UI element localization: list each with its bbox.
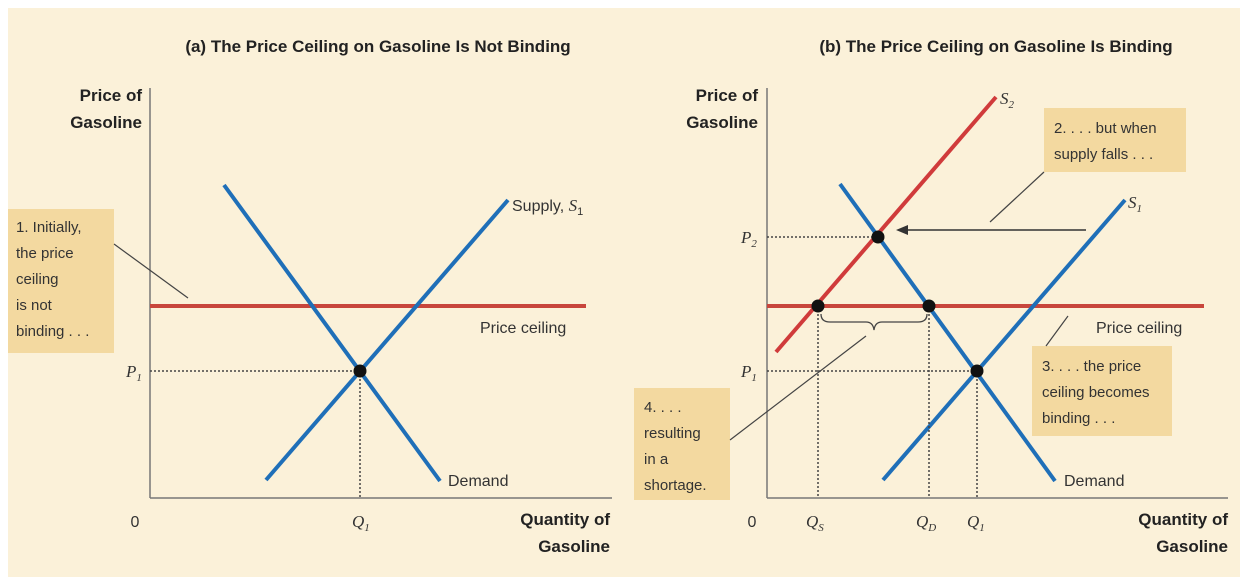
- panel-a-supply-curve: [264, 198, 510, 482]
- panel-a-demand-curve: [222, 183, 442, 483]
- note-4-pointer: [729, 335, 867, 441]
- note-4-box: [634, 388, 730, 500]
- note-3-line2: ceiling becomes: [1042, 384, 1150, 401]
- panel-b-new-equilibrium-point: [871, 230, 885, 244]
- panel-b-qd-point: [922, 299, 936, 313]
- figure-background: [8, 8, 1240, 577]
- panel-b-qd-label: QD: [916, 512, 936, 534]
- note-4-line1: 4. . . .: [644, 399, 682, 416]
- panel-a-price-ceiling-label: Price ceiling: [480, 320, 566, 337]
- note-2-line2: supply falls . . .: [1054, 146, 1153, 163]
- panel-a-origin: 0: [131, 514, 140, 531]
- note-4-line3: in a: [644, 451, 669, 468]
- note-3-line1: 3. . . . the price: [1042, 358, 1141, 375]
- panel-b-x-axis-label-line1: Quantity of: [1138, 510, 1228, 529]
- note-1-line1: 1. Initially,: [16, 219, 82, 236]
- note-3-line3: binding . . .: [1042, 410, 1115, 427]
- note-3-pointer: [1045, 315, 1069, 347]
- panel-b-q1-label: Q1: [967, 512, 985, 534]
- panel-b-supply-s2-curve: [774, 95, 998, 354]
- note-2-line1: 2. . . . but when: [1054, 120, 1157, 137]
- panel-b-p2-label: P2: [740, 228, 757, 250]
- panel-b-title: (b) The Price Ceiling on Gasoline Is Bin…: [819, 37, 1172, 56]
- panel-a-supply-label: Supply, S1: [512, 196, 583, 218]
- panel-b-y-axis-label-line1: Price of: [696, 86, 759, 105]
- panel-b-s2-label: S2: [1000, 89, 1015, 111]
- panel-b-original-equilibrium-point: [970, 364, 984, 378]
- panel-a-title: (a) The Price Ceiling on Gasoline Is Not…: [185, 37, 570, 56]
- panel-a-demand-label: Demand: [448, 473, 508, 490]
- note-2-pointer: [989, 171, 1045, 223]
- panel-a-y-axis-label-line1: Price of: [80, 86, 143, 105]
- panel-b-origin: 0: [748, 514, 757, 531]
- note-1-line4: is not: [16, 297, 53, 314]
- panel-a-p1-label: P1: [125, 362, 142, 384]
- panel-a-q1-label: Q1: [352, 512, 370, 534]
- shortage-brace: [820, 313, 928, 331]
- panel-a-y-axis-label-line2: Gasoline: [70, 113, 142, 132]
- note-1-line3: ceiling: [16, 271, 59, 288]
- panel-b-qs-label: QS: [806, 512, 824, 534]
- panel-b-s1-label: S1: [1128, 193, 1142, 215]
- note-1-line2: the price: [16, 245, 74, 262]
- panel-b-supply-s1-curve: [881, 198, 1127, 482]
- note-4-line2: resulting: [644, 425, 701, 442]
- note-3-box: [1032, 346, 1172, 436]
- note-1-pointer: [113, 243, 189, 299]
- panel-b-demand-label: Demand: [1064, 473, 1124, 490]
- note-2-box: [1044, 108, 1186, 172]
- note-1-box: [8, 209, 114, 353]
- panel-b-demand-curve: [838, 182, 1057, 483]
- supply-shift-arrowhead: [896, 225, 908, 235]
- panel-b-y-axis-label-line2: Gasoline: [686, 113, 758, 132]
- panel-b-qs-point: [811, 299, 825, 313]
- panel-b-p1-label: P1: [740, 362, 757, 384]
- note-4-line4: shortage.: [644, 477, 707, 494]
- panel-a-equilibrium-point: [353, 364, 367, 378]
- note-1-line5: binding . . .: [16, 323, 89, 340]
- panel-b-x-axis-label-line2: Gasoline: [1156, 537, 1228, 556]
- panel-b-price-ceiling-label: Price ceiling: [1096, 320, 1182, 337]
- panel-a-x-axis-label-line2: Gasoline: [538, 537, 610, 556]
- panel-a-x-axis-label-line1: Quantity of: [520, 510, 610, 529]
